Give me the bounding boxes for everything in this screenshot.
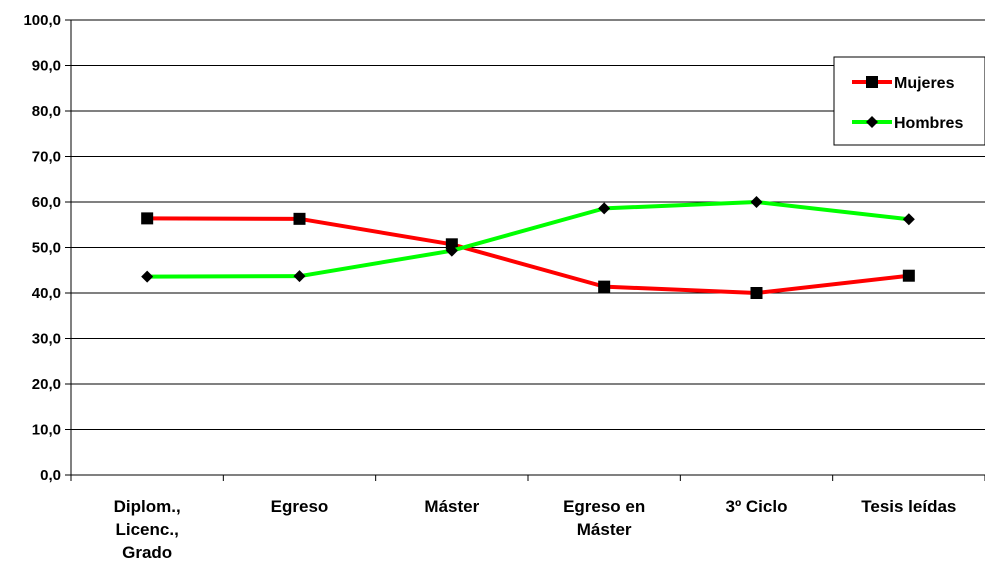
y-tick-label: 20,0 [32, 376, 61, 393]
data-point-mujeres [902, 269, 915, 282]
series-line-hombres [147, 200, 910, 279]
legend-label: Hombres [894, 115, 963, 132]
x-category-label-line: Máster [424, 497, 479, 516]
x-category-label: Egreso en Máster [563, 497, 645, 539]
y-tick-label: 80,0 [32, 103, 61, 120]
x-category-label: Diplom., Licenc., Grado [114, 497, 181, 562]
data-point-mujeres [445, 238, 458, 251]
series-line-mujeres [147, 216, 910, 295]
axes [65, 19, 985, 481]
x-category-label-line: Tesis leídas [861, 497, 956, 516]
x-category-label-line: Egreso [271, 497, 329, 516]
series-hombres [141, 196, 915, 283]
x-category-label: Máster [424, 497, 479, 516]
gridlines [71, 19, 985, 430]
y-tick-label: 30,0 [32, 331, 61, 348]
series-lines [141, 196, 915, 299]
y-tick-label: 70,0 [32, 149, 61, 166]
x-category-label-line: Egreso en [563, 497, 645, 516]
data-point-hombres [598, 202, 611, 215]
data-point-hombres [445, 244, 458, 257]
data-point-mujeres [293, 212, 306, 225]
x-category-label: Egreso [271, 497, 329, 516]
data-point-hombres [902, 213, 915, 226]
series-mujeres [141, 212, 915, 299]
y-tick-label: 50,0 [32, 240, 61, 257]
x-category-label-line: Licenc., [116, 520, 179, 539]
x-category-label-line: Diplom., [114, 497, 181, 516]
data-point-mujeres [750, 287, 763, 299]
y-tick-label: 60,0 [32, 194, 61, 211]
x-category-label-line: Máster [577, 520, 632, 539]
y-tick-label: 0,0 [40, 467, 61, 484]
data-point-mujeres [141, 212, 154, 225]
y-tick-labels: 0,0 10,0 20,0 30,0 40,0 50,0 60,0 70,0 80,0 90,0 1… [23, 12, 61, 484]
data-point-hombres [141, 270, 154, 283]
data-point-hombres [293, 270, 306, 283]
legend-box [833, 56, 985, 146]
legend-swatch-marker [866, 76, 878, 88]
y-tick-label: 10,0 [32, 422, 61, 439]
x-category-label: Tesis leídas [861, 497, 956, 516]
x-category-label-line: 3º Ciclo [726, 497, 788, 516]
x-category-label: 3º Ciclo [726, 497, 788, 516]
y-tick-label: 40,0 [32, 285, 61, 302]
legend: Mujeres Hombres [833, 56, 985, 146]
legend-swatch-marker [866, 116, 878, 128]
y-tick-label: 100,0 [23, 12, 61, 29]
legend-item-mujeres: Mujeres [852, 75, 955, 92]
legend-item-hombres: Hombres [852, 115, 963, 132]
x-category-label-line: Grado [122, 543, 172, 562]
data-point-hombres [750, 196, 763, 208]
y-tick-label: 90,0 [32, 58, 61, 75]
legend-label: Mujeres [894, 75, 955, 92]
data-point-mujeres [598, 280, 611, 293]
